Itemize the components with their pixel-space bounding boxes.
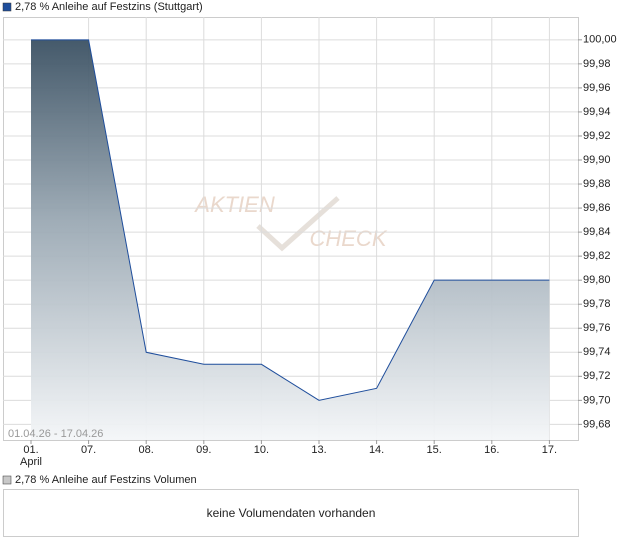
y-tick-label: 99,70	[583, 394, 611, 406]
month-label: April	[20, 456, 42, 468]
y-tick-label: 99,88	[583, 178, 611, 190]
volume-message: keine Volumendaten vorhanden	[207, 506, 376, 520]
y-tick-label: 99,84	[583, 226, 611, 238]
y-tick-label: 99,90	[583, 154, 611, 166]
y-tick-label: 99,96	[583, 82, 611, 94]
area	[31, 39, 550, 440]
date-range: 01.04.26 - 17.04.26	[8, 428, 103, 440]
legend-swatch	[2, 2, 12, 12]
y-tick-label: 99,72	[583, 370, 611, 382]
y-tick-label: 99,94	[583, 106, 611, 118]
line	[31, 39, 550, 401]
y-tick-label: 100,00	[583, 34, 617, 46]
watermark: CHECK	[309, 226, 387, 251]
y-tick-label: 99,74	[583, 346, 611, 358]
y-tick-label: 99,68	[583, 418, 611, 430]
x-tick-label: 17.	[542, 444, 557, 456]
legend-label: 2,78 % Anleihe auf Festzins (Stuttgart)	[15, 1, 203, 13]
y-tick-label: 99,76	[583, 322, 611, 334]
y-tick-label: 99,78	[583, 298, 611, 310]
watermark: AKTIEN	[193, 192, 275, 217]
y-tick-label: 99,82	[583, 250, 611, 262]
x-tick-label: 14.	[369, 444, 384, 456]
y-tick-label: 99,80	[583, 274, 611, 286]
x-tick-label: 07.	[81, 444, 96, 456]
x-tick-label: 13.	[311, 444, 326, 456]
x-tick-label: 08.	[139, 444, 154, 456]
volume-panel	[3, 489, 579, 537]
y-tick-label: 99,92	[583, 130, 611, 142]
x-tick-label: 09.	[196, 444, 211, 456]
y-tick-label: 99,98	[583, 58, 611, 70]
volume-title: 2,78 % Anleihe auf Festzins Volumen	[15, 474, 197, 486]
y-tick-label: 99,86	[583, 202, 611, 214]
x-tick-label: 15.	[427, 444, 442, 456]
x-tick-label: 01.	[23, 444, 38, 456]
legend-swatch	[2, 475, 12, 485]
x-tick-label: 10.	[254, 444, 269, 456]
x-tick-label: 16.	[484, 444, 499, 456]
